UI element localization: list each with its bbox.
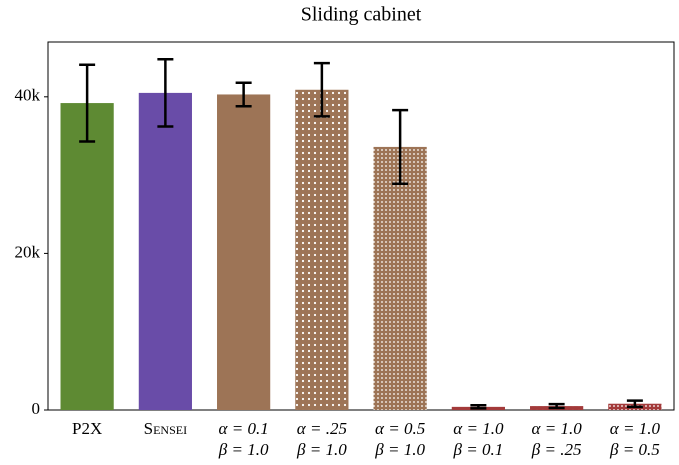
x-tick-label: α = 1.0 β = 0.5	[609, 419, 660, 459]
bar-pattern	[373, 146, 427, 411]
x-tick-label: α = 0.5 β = 1.0	[374, 419, 425, 459]
x-tick-label: P2X	[72, 419, 102, 438]
bar	[217, 94, 271, 411]
bar	[138, 92, 192, 410]
y-tick-label: 40k	[15, 86, 41, 105]
plot-frame	[47, 41, 675, 411]
bar-pattern	[295, 89, 349, 410]
x-tick-label: α = 1.0 β = 0.1	[453, 419, 504, 459]
x-tick-label: Sensei	[144, 419, 187, 438]
x-tick-label: α = .25 β = 1.0	[296, 419, 347, 459]
chart-title: Sliding cabinet	[301, 4, 422, 26]
bar	[60, 103, 114, 411]
y-tick-label: 20k	[15, 242, 41, 261]
y-tick-label: 0	[32, 399, 41, 418]
x-tick-label: α = 0.1 β = 1.0	[218, 419, 269, 459]
x-tick-label: α = 1.0 β = .25	[531, 419, 582, 459]
